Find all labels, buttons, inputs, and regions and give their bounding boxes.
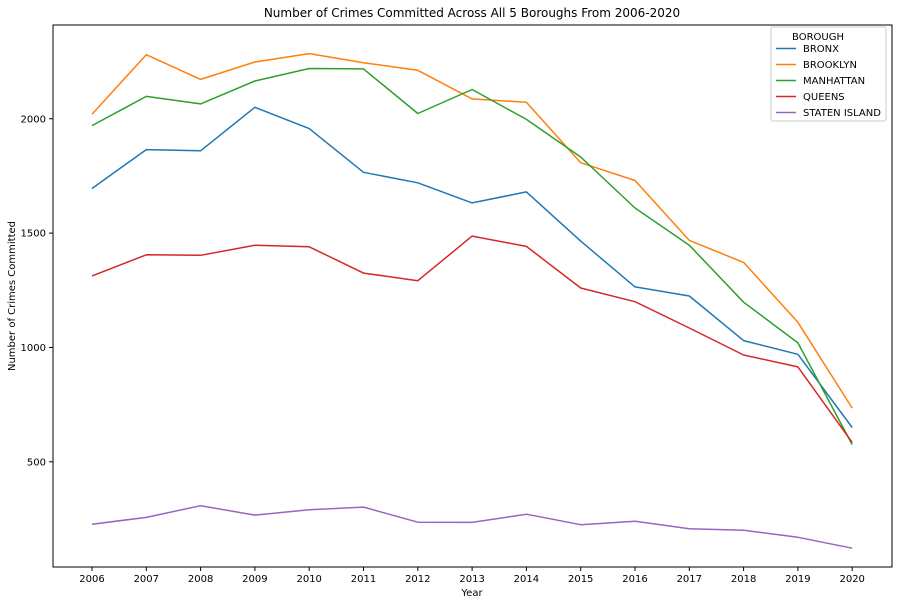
y-tick-label: 2000: [21, 114, 46, 125]
x-tick-label: 2015: [568, 574, 593, 585]
plot-area: [52, 24, 893, 568]
y-tick-label: 500: [27, 457, 46, 468]
x-tick-label: 2009: [242, 574, 267, 585]
series-line-brooklyn: [91, 52, 853, 409]
x-axis: 2006 2007 2008 2009 2010 2011 2012 2013 2014 2015…: [79, 567, 865, 585]
legend-label: QUEENS: [803, 92, 845, 103]
x-tick-label: 2006: [79, 574, 104, 585]
legend-label: STATEN ISLAND: [803, 108, 881, 119]
x-tick-label: 2014: [514, 574, 539, 585]
x-tick-label: 2017: [677, 574, 702, 585]
x-tick-label: 2011: [351, 574, 376, 585]
x-tick-label: 2010: [296, 574, 321, 585]
x-tick-label: 2008: [188, 574, 213, 585]
legend-box: [770, 26, 887, 122]
y-tick-label: 1000: [21, 343, 46, 354]
legend-label: MANHATTAN: [803, 76, 865, 87]
series-line-bronx: [91, 106, 853, 428]
x-tick-label: 2018: [731, 574, 756, 585]
y-tick-label: 1500: [21, 229, 46, 240]
legend-label: BRONX: [803, 44, 839, 55]
legend-title: BOROUGH: [792, 32, 844, 43]
series-lines: [91, 52, 853, 549]
x-tick-label: 2007: [134, 574, 159, 585]
series-line-queens: [91, 235, 853, 443]
chart-title: Number of Crimes Committed Across All 5 …: [264, 6, 680, 20]
x-tick-label: 2020: [839, 574, 864, 585]
series-line-manhattan: [91, 67, 853, 445]
x-tick-label: 2016: [622, 574, 647, 585]
x-axis-title: Year: [460, 588, 483, 599]
x-tick-label: 2013: [459, 574, 484, 585]
x-tick-label: 2019: [785, 574, 810, 585]
y-axis: 500 1000 1500 2000: [21, 114, 53, 468]
x-tick-label: 2012: [405, 574, 430, 585]
legend-label: BROOKLYN: [803, 60, 857, 71]
legend: BOROUGH BRONX BROOKLYN MANHATTAN QUEENS STAT…: [770, 26, 887, 122]
y-axis-title: Number of Crimes Committed: [7, 221, 18, 371]
series-line-staten-island: [91, 504, 853, 549]
